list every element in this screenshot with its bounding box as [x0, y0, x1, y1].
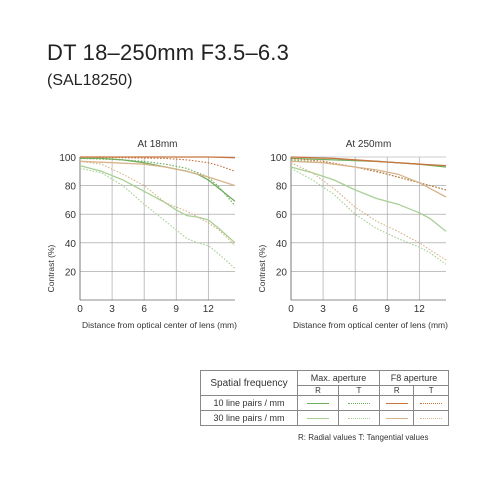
y-tick-label: 60 — [65, 210, 77, 221]
y-tick-label: 100 — [270, 153, 287, 164]
series-line-f810T — [79, 156, 236, 172]
legend-max-aperture: Max. aperture — [297, 370, 380, 386]
x-tick-label: 12 — [414, 304, 426, 315]
y-tick-label: 20 — [65, 267, 77, 278]
series-line-max30T — [79, 167, 236, 269]
chart-title: At 18mm — [137, 139, 177, 150]
series-line-max30T — [290, 167, 447, 265]
x-tick-label: 9 — [173, 304, 179, 315]
series-line-max10T — [290, 159, 447, 191]
y-tick-label: 40 — [276, 239, 288, 250]
chart-panel-0: 0 3 6 9 12 20 40 60 80 100 At 18mm Distance from op… — [46, 139, 237, 330]
x-tick-label: 6 — [352, 304, 358, 315]
x-tick-label: 12 — [203, 304, 215, 315]
legend-swatch-f810T — [413, 395, 449, 411]
series-line-f810T — [290, 157, 447, 191]
series-line-f830R — [79, 160, 236, 187]
series-line-max30R — [79, 164, 236, 244]
y-axis-label: Contrast (%) — [46, 244, 56, 292]
chart-panel-1: 0 3 6 9 12 20 40 60 80 100 At 250mm Distance from o… — [257, 139, 448, 330]
legend-swatch-f830R — [378, 410, 415, 426]
legend-f8-r: R — [378, 385, 415, 396]
legend-footnote: R: Radial values T: Tangential values — [298, 433, 429, 442]
series-line-max30R — [290, 166, 447, 232]
legend-f8-aperture: F8 aperture — [379, 370, 449, 386]
legend-max-t: T — [338, 385, 380, 396]
legend-spatial-frequency: Spatial frequency — [200, 370, 298, 396]
y-tick-label: 100 — [59, 153, 76, 164]
series-line-f810R — [80, 156, 236, 159]
legend-swatch-max30R — [297, 410, 339, 426]
legend-swatch-max10T — [338, 395, 380, 411]
page-title: DT 18–250mm F3.5–6.3 — [47, 40, 290, 65]
page-subtitle: (SAL18250) — [47, 72, 133, 89]
x-tick-label: 6 — [141, 304, 147, 315]
legend-f8-t: T — [413, 385, 449, 396]
y-tick-label: 80 — [65, 182, 77, 193]
y-axis-label: Contrast (%) — [257, 244, 267, 292]
x-tick-label: 9 — [384, 304, 390, 315]
legend-swatch-max30T — [338, 410, 380, 426]
y-tick-label: 80 — [276, 182, 288, 193]
legend-swatch-max10R — [297, 395, 339, 411]
y-tick-label: 40 — [65, 239, 77, 250]
y-tick-label: 60 — [276, 210, 288, 221]
legend-max-r: R — [297, 385, 339, 396]
x-tick-label: 3 — [109, 304, 115, 315]
x-axis-label: Distance from optical center of lens (mm… — [293, 320, 448, 330]
series-line-f810R — [290, 156, 447, 167]
series-line-f830R — [290, 160, 447, 198]
legend-swatch-f810R — [378, 395, 415, 411]
x-tick-label: 3 — [320, 304, 326, 315]
x-tick-label: 0 — [288, 304, 294, 315]
x-tick-label: 0 — [77, 304, 83, 315]
x-axis-label: Distance from optical center of lens (mm… — [82, 320, 237, 330]
series-line-f830T — [79, 160, 236, 247]
legend-table: Spatial frequency Max. aperture F8 apert… — [200, 370, 449, 426]
legend-row-30lp: 30 line pairs / mm — [200, 410, 298, 426]
legend-swatch-f830T — [413, 410, 449, 426]
y-tick-label: 20 — [276, 267, 288, 278]
legend-row-10lp: 10 line pairs / mm — [200, 395, 298, 411]
series-line-f830T — [290, 162, 447, 261]
chart-title: At 250mm — [346, 139, 392, 150]
